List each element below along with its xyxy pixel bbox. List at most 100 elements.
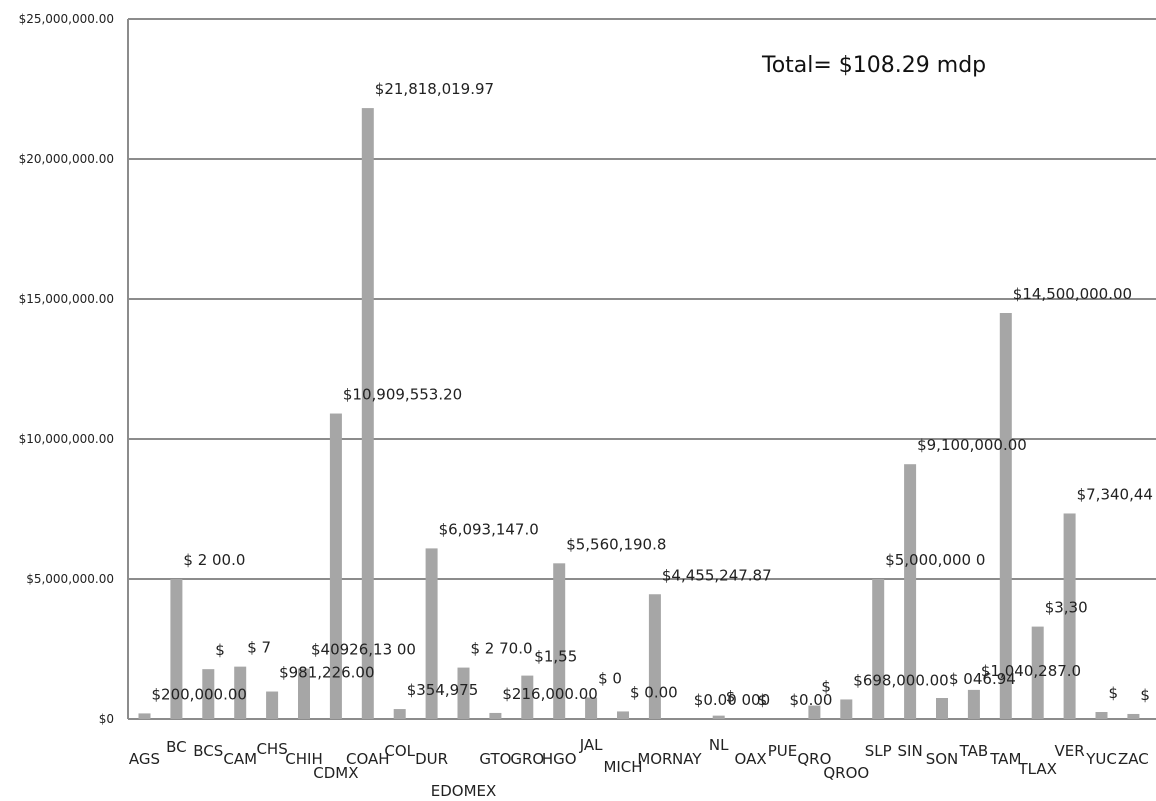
bar-gto <box>489 712 502 719</box>
bar-mich <box>617 711 629 719</box>
bar-zac <box>1127 713 1140 719</box>
x-tick-label: CHS <box>256 740 287 758</box>
x-tick-label: QRO <box>797 750 831 768</box>
data-label: $ 046.94 <box>949 670 1016 688</box>
data-label: $ 2 00.0 <box>183 551 245 569</box>
x-tick-label: GRO <box>510 750 544 768</box>
x-tick-label: CDMX <box>313 764 358 782</box>
y-tick-label: $25,000,000.00 <box>19 12 114 26</box>
x-tick-label: NL <box>709 736 729 754</box>
data-label: $14,500,000.00 <box>1013 285 1132 303</box>
bar-tab <box>967 689 980 719</box>
x-tick-label: OAX <box>735 750 767 768</box>
data-label: $ <box>821 678 831 696</box>
data-label: $6,093,147.0 <box>439 520 539 538</box>
data-label: $ 0.00 <box>630 683 678 701</box>
data-label: $0.00 <box>790 691 833 709</box>
bar-mor <box>648 594 661 719</box>
x-tick-label: BCS <box>193 742 223 760</box>
y-axis: $0 $5,000,000.00 $10,000,000.00 $15,000,000… <box>19 12 1156 726</box>
data-label: $216,000.00 <box>502 685 597 703</box>
x-tick-label: TAB <box>959 742 989 760</box>
bar-ags <box>138 713 151 719</box>
total-annotation: Total= $108.29 mdp <box>761 53 986 78</box>
bar-nl <box>712 715 725 719</box>
bar-chih <box>298 668 310 719</box>
data-label: $200,000.00 <box>152 685 247 703</box>
data-labels: $200,000.00 $ 2 00.0 $ $ 7 $981,226.00 $40926… <box>152 80 1153 709</box>
data-label: $ 2 70.0 <box>471 640 533 658</box>
x-tick-label: PUE <box>768 742 798 760</box>
data-label: $4,455,247.87 <box>662 566 772 584</box>
bar-yuc <box>1095 712 1108 719</box>
bar-bcs <box>202 669 215 719</box>
data-label: $ <box>726 688 736 706</box>
x-tick-label: QROO <box>823 764 869 782</box>
x-tick-label: CHIH <box>285 750 322 768</box>
data-label: $1,55 <box>534 648 577 666</box>
x-tick-label: EDOMEX <box>431 782 497 800</box>
data-label: $10,909,553.20 <box>343 386 462 404</box>
x-tick-label: CAM <box>223 750 257 768</box>
data-label: $1,040,287.0 <box>981 662 1081 680</box>
data-label: $981,226.00 <box>279 664 374 682</box>
x-tick-label: NAY <box>672 750 702 768</box>
bars <box>138 108 1140 719</box>
x-tick-label: HGO <box>542 750 577 768</box>
y-tick-label: $5,000,000.00 <box>26 572 114 586</box>
bar-gro <box>521 675 534 719</box>
bar-col <box>393 709 406 719</box>
x-tick-label: COL <box>384 742 415 760</box>
x-tick-label: SIN <box>898 742 923 760</box>
y-tick-label: $0 <box>99 712 114 726</box>
x-tick-label: MOR <box>637 750 672 768</box>
bar-tlax <box>1031 626 1044 719</box>
data-label: $ <box>215 641 225 659</box>
data-label: $5,560,190.8 <box>566 535 666 553</box>
y-tick-label: $20,000,000.00 <box>19 152 114 166</box>
x-tick-label: TLAX <box>1017 760 1056 778</box>
x-tick-label: MICH <box>603 758 642 776</box>
data-label: $ <box>1140 686 1150 704</box>
data-label: $ <box>758 691 768 709</box>
x-tick-label: BC <box>166 738 187 756</box>
bar-dur <box>425 548 438 719</box>
x-tick-label: SLP <box>865 742 892 760</box>
gridlines <box>128 18 1156 580</box>
x-tick-label: SON <box>926 750 959 768</box>
data-label: $5,000,000 0 <box>885 551 985 569</box>
data-label: $698,000.00 <box>853 671 948 689</box>
data-label: $0.00 000 <box>694 691 770 709</box>
data-label: $9,100,000.00 <box>917 436 1027 454</box>
x-tick-label: JAL <box>579 736 603 754</box>
bar-sin <box>904 464 917 719</box>
bar-cdmx <box>329 413 342 719</box>
x-tick-label: GTO <box>479 750 511 768</box>
bar-hgo <box>553 563 566 719</box>
bar-chs <box>266 691 279 719</box>
bar-edomex <box>457 667 470 719</box>
bar-qroo <box>840 699 853 719</box>
y-tick-label: $15,000,000.00 <box>19 292 114 306</box>
bar-son <box>936 698 948 719</box>
x-tick-label: TAM <box>989 750 1021 768</box>
bar-slp <box>872 579 885 719</box>
bar-qro <box>808 705 821 719</box>
data-label: $ 0 <box>598 669 622 687</box>
bar-ver <box>1063 513 1076 719</box>
x-tick-label: ZAC <box>1118 750 1149 768</box>
x-tick-label: YUC <box>1085 750 1117 768</box>
bar-cam <box>234 666 247 719</box>
y-tick-label: $10,000,000.00 <box>19 432 114 446</box>
data-label: $354,975 <box>407 681 479 699</box>
x-tick-label: DUR <box>415 750 448 768</box>
data-label: $3,30 <box>1045 599 1088 617</box>
data-label: $ <box>1109 684 1119 702</box>
bar-tam <box>999 313 1012 719</box>
x-tick-label: AGS <box>129 750 160 768</box>
data-label: $40926,13 00 <box>311 641 416 659</box>
data-label: $7,340,44 <box>1077 485 1153 503</box>
data-label: $21,818,019.97 <box>375 80 494 98</box>
